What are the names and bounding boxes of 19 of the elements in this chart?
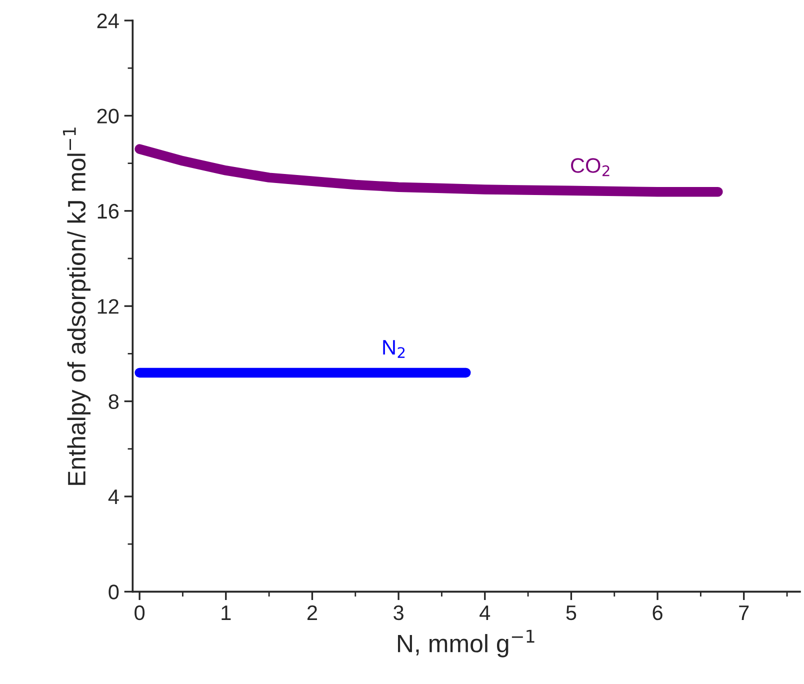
y-axis-title: Enthalpy of adsorption/ kJ mol$^{−1}$: [62, 128, 91, 485]
y-tick-label: 12: [98, 299, 118, 314]
series-label: N$_{2}$: [383, 340, 405, 358]
x-tick-label: 3: [394, 605, 404, 620]
x-tick-label: 5: [566, 606, 576, 620]
y-tick-label: 16: [98, 204, 119, 219]
x-tick-label: 2: [307, 605, 317, 620]
y-tick-label: 0: [108, 584, 119, 600]
x-tick-label: 7: [739, 606, 749, 620]
x-tick-label: 4: [480, 606, 490, 620]
series-label: CO$_{2}$: [571, 158, 610, 176]
x-tick-label: 0: [134, 605, 145, 620]
y-tick-label: 24: [97, 14, 119, 28]
y-tick-label: 8: [108, 394, 119, 410]
x-axis-title: N, mmol g$^{−1}$: [398, 630, 534, 658]
x-tick-label: 1: [222, 606, 231, 620]
x-tick-label: 6: [652, 605, 662, 620]
y-tick-label: 20: [97, 108, 119, 124]
y-tick-label: 4: [108, 490, 119, 504]
